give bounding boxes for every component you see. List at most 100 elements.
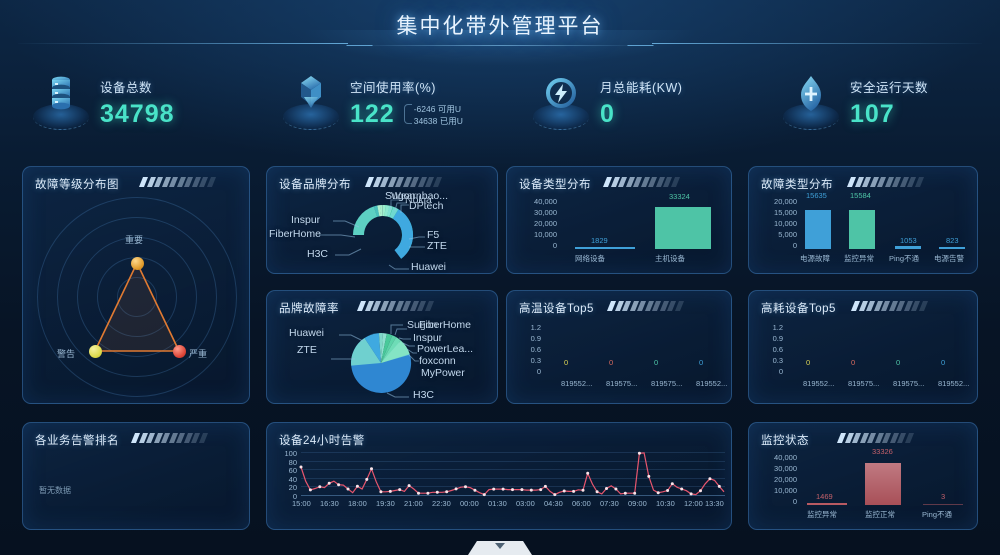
- y-tick: 20,000: [774, 197, 797, 206]
- deco-stripes: [850, 301, 928, 311]
- x-tick: 主机设备: [655, 254, 685, 263]
- bar-plot-monitor-status: 40,000 30,000 20,000 10,000 0 1469 33326…: [755, 447, 975, 525]
- kpi-label: 空间使用率(%): [350, 81, 436, 95]
- y-tick: 0: [792, 241, 797, 250]
- x-tick: 819575...: [606, 379, 638, 388]
- y-tick: 0.3: [530, 356, 541, 365]
- line-series[interactable]: [273, 449, 729, 527]
- kpi-card-space-usage[interactable]: 空间使用率(%) 122 -6246 可用U 34638 已用U: [250, 58, 500, 148]
- kpi-sub-used: 34638 已用U: [413, 116, 463, 126]
- panel-brand-distribution[interactable]: 设备品牌分布: [266, 166, 498, 274]
- x-tick: Ping不通: [889, 254, 920, 263]
- bar-host-device[interactable]: [655, 207, 711, 249]
- pie-label-huawei: Huawei: [289, 327, 325, 339]
- x-tick: 15:00: [292, 499, 311, 508]
- x-tick: 21:00: [404, 499, 423, 508]
- bar-monitor-abnormal[interactable]: [807, 503, 847, 505]
- y-tick: 60: [288, 466, 297, 476]
- bar-monitor-normal[interactable]: [865, 463, 901, 505]
- bar-value: 3: [941, 492, 946, 501]
- radar-ring-1: [117, 277, 157, 317]
- x-tick: 19:30: [376, 499, 395, 508]
- panel-brand-fault-rate[interactable]: 品牌故障率: [266, 290, 498, 404]
- kpi-card-device-total[interactable]: 设备总数 34798: [0, 58, 250, 148]
- kpi-value: 107: [850, 100, 895, 128]
- x-tick: 819575...: [651, 379, 683, 388]
- panel-high-temp-top5[interactable]: 高温设备Top5 1.2 0.9 0.6 0.3 0 0 0 0 0 81955…: [506, 290, 732, 404]
- bar-value: 0: [851, 358, 856, 367]
- deco-stripes: [606, 301, 684, 311]
- y-tick: 0: [778, 367, 783, 376]
- kpi-value-row: 122 -6246 可用U 34638 已用U: [350, 100, 463, 129]
- x-tick: 22:30: [432, 499, 451, 508]
- panel-monitor-status[interactable]: 监控状态 40,000 30,000 20,000 10,000 0 1469 …: [748, 422, 978, 530]
- pie-plot: Huawei ZTE H3C Sugon FiberHome Inspur Po…: [267, 317, 499, 405]
- pie-label-inspur: Inspur: [413, 332, 443, 344]
- pie-label-mypower: MyPower: [421, 367, 465, 379]
- radar-series: [93, 261, 181, 352]
- pie-label-powerlead: PowerLea...: [417, 343, 474, 355]
- bar-value: 823: [946, 236, 959, 245]
- x-tick: 18:00: [348, 499, 367, 508]
- bar-value: 1829: [591, 236, 608, 245]
- x-tick: 电源告警: [934, 254, 964, 263]
- gridline: [301, 477, 725, 479]
- radar-point-warning[interactable]: [88, 344, 102, 358]
- kpi-text: 安全运行天数 107: [850, 77, 928, 129]
- donut-label-dptech: DPtech: [409, 200, 444, 212]
- x-tick: 网络设备: [575, 254, 605, 263]
- collapse-panel-tab[interactable]: [468, 541, 532, 555]
- x-tick: 监控正常: [865, 510, 895, 519]
- panel-fault-level[interactable]: 故障等级分布图 重要 警告 严重: [22, 166, 250, 404]
- pie-series[interactable]: [267, 317, 499, 405]
- bar-plot-fault-type: 20,000 15,000 10,000 5,000 0 15635 15584…: [755, 191, 975, 267]
- bar-value: 15635: [806, 191, 827, 200]
- y-tick: 0.9: [772, 334, 783, 343]
- kpi-card-monthly-energy[interactable]: 月总能耗(KW) 0: [500, 58, 750, 148]
- kpi-sub-available: -6246 可用U: [413, 104, 461, 114]
- radar-point-important[interactable]: [130, 256, 144, 270]
- bar-monitor-abnormal[interactable]: [849, 210, 875, 249]
- x-tick: 01:30: [488, 499, 507, 508]
- radar-ring-4: [57, 217, 217, 377]
- deco-stripes: [356, 301, 434, 311]
- x-tick: 03:00: [516, 499, 535, 508]
- bar-power-fault[interactable]: [805, 209, 831, 249]
- panel-title: 品牌故障率: [279, 303, 339, 315]
- x-tick: 监控异常: [844, 254, 874, 263]
- kpi-value-row: 107: [850, 100, 928, 129]
- bar-value: 0: [806, 358, 811, 367]
- kpi-text: 空间使用率(%) 122 -6246 可用U 34638 已用U: [350, 77, 463, 129]
- header-rule-right: [652, 43, 982, 44]
- panel-alarm-24h[interactable]: 设备24小时告警 100 80 60 40 20 0: [266, 422, 732, 530]
- y-tick: 40: [288, 474, 297, 484]
- x-tick: 819552...: [696, 379, 728, 388]
- panel-high-power-top5[interactable]: 高耗设备Top5 1.2 0.9 0.6 0.3 0 0 0 0 0 81955…: [748, 290, 978, 404]
- y-tick: 0.3: [772, 356, 783, 365]
- bar-ping-unreachable[interactable]: [923, 504, 963, 505]
- y-tick: 10,000: [774, 219, 797, 228]
- bar-network-device[interactable]: [575, 246, 635, 249]
- axis-line-x: [301, 495, 725, 496]
- y-tick: 10,000: [534, 230, 557, 239]
- header-glow: [300, 30, 700, 66]
- bar-area: 15635 15584 1053 823: [801, 191, 973, 249]
- kpi-text: 设备总数 34798: [100, 77, 175, 129]
- bar-power-alarm[interactable]: [939, 246, 965, 249]
- bar-area: 0 0 0 0: [789, 325, 969, 375]
- y-tick: 30,000: [534, 208, 557, 217]
- donut-series[interactable]: [267, 191, 499, 275]
- deco-stripes: [846, 177, 924, 187]
- radar-point-critical[interactable]: [172, 344, 186, 358]
- radar-ring-3: [77, 237, 197, 357]
- panel-fault-type[interactable]: 故障类型分布 20,000 15,000 10,000 5,000 0 1563…: [748, 166, 978, 274]
- panel-device-type[interactable]: 设备类型分布 40,000 30,000 20,000 10,000 0 182…: [506, 166, 732, 274]
- panel-business-alarm-rank[interactable]: 各业务告警排名 暂无数据: [22, 422, 250, 530]
- y-tick: 40,000: [534, 197, 557, 206]
- chevron-down-icon: [495, 543, 505, 549]
- kpi-value-row: 0: [600, 100, 682, 129]
- bar-ping-unreachable[interactable]: [895, 246, 921, 249]
- kpi-card-safe-days[interactable]: 安全运行天数 107: [750, 58, 1000, 148]
- bar-value: 0: [699, 358, 704, 367]
- y-tick: 0.6: [530, 345, 541, 354]
